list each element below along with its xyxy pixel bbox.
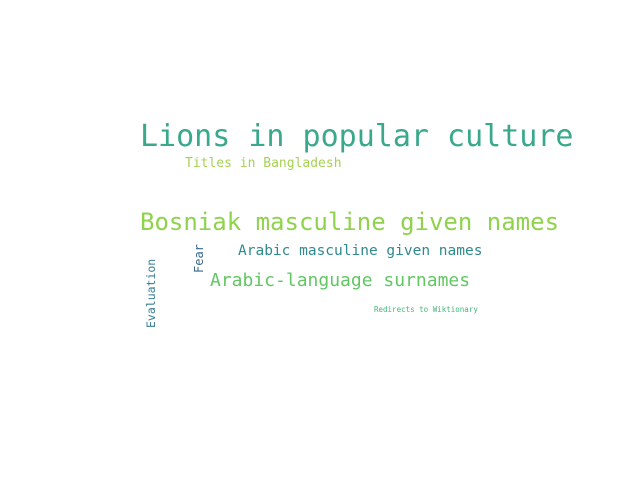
word-titles-in-bangladesh: Titles in Bangladesh bbox=[185, 156, 342, 171]
word-fear: Fear bbox=[192, 244, 206, 273]
word-evaluation: Evaluation bbox=[144, 258, 158, 328]
word-arabic-language-surnames: Arabic-language surnames bbox=[210, 270, 471, 291]
word-bosniak-masculine-given-names: Bosniak masculine given names bbox=[140, 208, 560, 236]
word-arabic-masculine-given-names: Arabic masculine given names bbox=[238, 243, 483, 259]
word-lions-in-popular-culture: Lions in popular culture bbox=[140, 119, 574, 154]
word-redirects-to-wiktionary: Redirects to Wiktionary bbox=[374, 305, 478, 314]
